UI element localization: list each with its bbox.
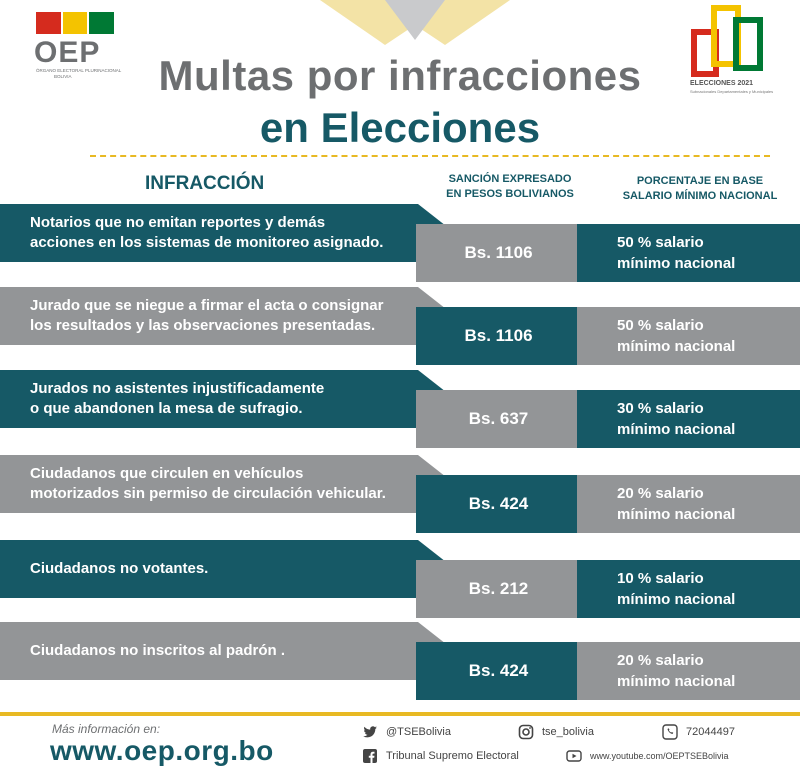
infraction-text: Ciudadanos no inscritos al padrón . (30, 642, 286, 659)
infraction-arrow (0, 287, 455, 345)
oep-logo-text: OEP (34, 36, 101, 69)
percentage-column-header: PORCENTAJE EN BASE SALARIO MÍNIMO NACION… (622, 175, 778, 202)
infraction-arrow (0, 622, 455, 680)
decorative-chevrons (320, 0, 510, 45)
instagram-link[interactable]: tse_bolivia (518, 724, 594, 740)
infraction-text: Jurados no asistentes injustificadamente… (30, 380, 325, 417)
percentage-value: 30 % salario mínimo nacional (577, 390, 800, 448)
page-title: Multas por infracciones (158, 52, 642, 99)
infraction-arrow (0, 540, 455, 598)
infraction-text: Ciudadanos que circulen en vehículos moto… (30, 465, 386, 502)
twitter-icon (362, 724, 378, 740)
sanction-amount: Bs. 212 (416, 560, 581, 618)
infraction-arrow (0, 204, 455, 262)
percentage-value: 50 % salario mínimo nacional (577, 224, 800, 282)
instagram-icon (518, 724, 534, 740)
sanction-amount: Bs. 637 (416, 390, 581, 448)
fine-row: Notarios que no emitan reportes y demás a… (0, 204, 800, 284)
twitter-link[interactable]: @TSEBolivia (362, 724, 451, 740)
sanction-column-header: SANCIÓN EXPRESADO EN PESOS BOLIVIANOS (446, 173, 574, 200)
infraction-text: Ciudadanos no votantes. (30, 560, 209, 577)
fine-row: Jurados no asistentes injustificadamente… (0, 370, 800, 450)
sanction-amount: Bs. 424 (416, 475, 581, 533)
title-divider (90, 155, 770, 157)
percentage-value: 20 % salario mínimo nacional (577, 642, 800, 700)
fine-row: Ciudadanos que circulen en vehículos moto… (0, 455, 800, 535)
sanction-amount: Bs. 1106 (416, 224, 581, 282)
percentage-value: 10 % salario mínimo nacional (577, 560, 800, 618)
bolivia-flag-icon (36, 12, 115, 34)
youtube-icon (566, 748, 582, 764)
oep-logo: OEP ÓRGANO ELECTORAL PLURINACIONAL BOLIV… (30, 12, 122, 97)
facebook-link[interactable]: Tribunal Supremo Electoral (362, 748, 519, 764)
oep-logo-subtitle: ÓRGANO ELECTORAL PLURINACIONAL (36, 68, 122, 73)
footer-divider (0, 712, 800, 716)
oep-logo-country: BOLIVIA (54, 74, 72, 79)
fine-row: Ciudadanos no inscritos al padrón . Bs. … (0, 622, 800, 702)
fine-row: Jurado que se niegue a firmar el acta o … (0, 287, 800, 367)
fine-row: Ciudadanos no votantes. Bs. 212 10 % sal… (0, 540, 800, 620)
facebook-icon (362, 748, 378, 764)
elecciones-caption: ELECCIONES 2021 (690, 80, 754, 87)
sanction-amount: Bs. 1106 (416, 307, 581, 365)
website-link[interactable]: www.oep.org.bo (50, 735, 274, 766)
infraction-text: Jurado que se niegue a firmar el acta o … (30, 297, 384, 334)
youtube-link[interactable]: www.youtube.com/OEPTSEBolivia (566, 748, 729, 764)
percentage-value: 20 % salario mínimo nacional (577, 475, 800, 533)
page-subtitle: en Elecciones (259, 104, 541, 151)
whatsapp-link[interactable]: 72044497 (662, 724, 735, 740)
percentage-value: 50 % salario mínimo nacional (577, 307, 800, 365)
elecciones-logo-icon (691, 5, 763, 77)
more-info-label: Más información en: (52, 722, 161, 736)
elecciones-subtitle: Subnacionales Departamentales y Municipa… (690, 89, 774, 94)
infraction-arrow (0, 370, 455, 428)
whatsapp-icon (662, 724, 678, 740)
sanction-amount: Bs. 424 (416, 642, 581, 700)
infraction-text: Notarios que no emitan reportes y demás a… (30, 214, 384, 251)
infraction-arrow (0, 455, 455, 513)
infraction-column-header: INFRACCIÓN (145, 173, 265, 194)
